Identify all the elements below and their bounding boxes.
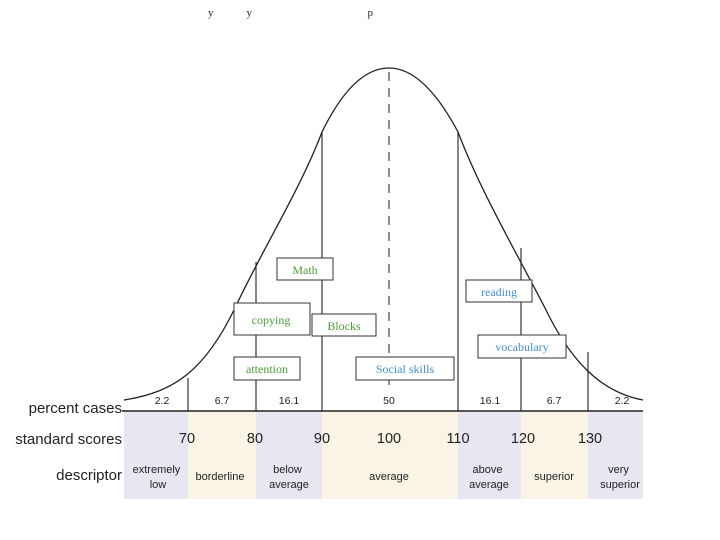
- standard-scores-label: standard scores: [15, 431, 122, 448]
- skill-label: attention: [246, 362, 288, 376]
- descriptor-average: average: [369, 471, 409, 483]
- percent-cases-label: percent cases: [29, 400, 122, 417]
- skill-box-frame: [477, 334, 567, 359]
- skill-box-frame: [233, 302, 311, 336]
- band-extremely-low: [124, 411, 188, 499]
- skill-box-social-skills: Social skills: [355, 356, 455, 381]
- descriptor-line: below: [273, 464, 302, 476]
- skill-label: vocabulary: [495, 340, 548, 354]
- skill-box-math: Math: [276, 257, 334, 281]
- descriptor-line: extremely: [133, 464, 181, 476]
- descriptor-line: average: [269, 479, 309, 491]
- score-value: 80: [247, 431, 263, 447]
- score-value: 130: [578, 431, 602, 447]
- descriptor-line: average: [469, 479, 509, 491]
- descriptor-above-average: above average: [469, 464, 509, 491]
- percent-value: 6.7: [547, 395, 562, 407]
- skill-label: copying: [252, 313, 291, 327]
- band-above-average: [458, 411, 521, 499]
- percent-value: 2.2: [155, 395, 170, 407]
- percent-value: 6.7: [215, 395, 230, 407]
- skill-box-frame: [276, 257, 334, 281]
- skill-box-frame: [311, 313, 377, 337]
- skill-box-blocks: Blocks: [311, 313, 377, 337]
- descriptor-very-superior: very superior: [600, 464, 640, 491]
- score-values: 70 80 90 100 110 120 130: [179, 431, 602, 447]
- descriptor-values: extremely low borderline below average a…: [133, 464, 641, 491]
- score-value: 110: [446, 431, 469, 447]
- score-value: 90: [314, 431, 330, 447]
- band-very-superior: [588, 411, 643, 499]
- descriptor-line: average: [369, 471, 409, 483]
- descriptor-extremely-low: extremely low: [133, 464, 184, 491]
- descriptor-line: above: [472, 464, 502, 476]
- skill-box-reading: reading: [465, 279, 533, 303]
- skill-label: Social skills: [376, 362, 435, 376]
- descriptor-borderline: borderline: [196, 471, 245, 483]
- descriptor-line: superior: [534, 471, 574, 483]
- descriptor-superior: superior: [534, 471, 574, 483]
- descriptor-line: very: [608, 464, 629, 476]
- band-average: [322, 411, 458, 499]
- skill-boxes: Math copying Blocks attention Social ski…: [233, 257, 567, 381]
- descriptor-below-average: below average: [269, 464, 309, 491]
- score-value: 120: [511, 431, 535, 447]
- band-below-average: [256, 411, 322, 499]
- descriptor-line: low: [150, 479, 167, 491]
- skill-box-frame: [355, 356, 455, 381]
- skill-label: Blocks: [327, 319, 361, 333]
- skill-box-attention: attention: [233, 356, 301, 381]
- band-superior: [521, 411, 588, 499]
- skill-box-frame: [233, 356, 301, 381]
- band-borderline: [188, 411, 256, 499]
- score-value: 100: [377, 431, 401, 447]
- skill-box-vocabulary: vocabulary: [477, 334, 567, 359]
- skill-label: reading: [481, 285, 517, 299]
- percent-values: 2.2 6.7 16.1 50 16.1 6.7 2.2: [155, 395, 630, 407]
- percent-value: 50: [383, 395, 395, 407]
- band-backgrounds: [124, 411, 643, 499]
- skill-box-copying: copying: [233, 302, 311, 336]
- score-value: 70: [179, 431, 195, 447]
- descriptor-line: superior: [600, 479, 640, 491]
- percent-value: 16.1: [480, 395, 501, 407]
- header-fragment: y y p: [208, 7, 374, 19]
- percent-value: 16.1: [279, 395, 300, 407]
- descriptor-label: descriptor: [56, 467, 122, 484]
- percent-value: 2.2: [615, 395, 630, 407]
- skill-box-frame: [465, 279, 533, 303]
- skill-label: Math: [292, 263, 317, 277]
- descriptor-line: borderline: [196, 471, 245, 483]
